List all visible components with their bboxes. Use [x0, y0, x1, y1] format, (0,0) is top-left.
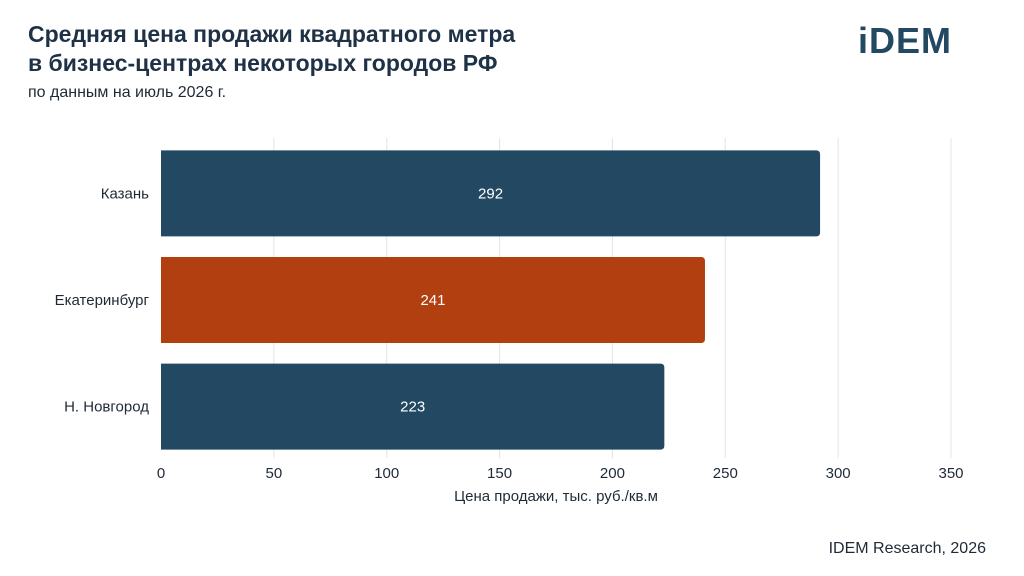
x-tick-label: 200 — [600, 465, 625, 482]
bar-value-label: 223 — [400, 399, 425, 416]
brand-logo: iDEM — [858, 20, 952, 61]
chart-subtitle: по данным на июль 2026 г. — [28, 84, 227, 101]
category-label: Н. Новгород — [64, 399, 149, 416]
chart-title-line-1: Средняя цена продажи квадратного метра — [28, 21, 516, 47]
x-tick-label: 100 — [374, 465, 399, 482]
x-tick-label: 250 — [713, 465, 738, 482]
x-tick-label: 350 — [938, 465, 963, 482]
x-tick-label: 50 — [266, 465, 283, 482]
chart-title: Средняя цена продажи квадратного метра в… — [28, 20, 515, 78]
bar-value-label: 292 — [478, 185, 503, 202]
bar — [161, 363, 665, 450]
x-tick-label: 300 — [826, 465, 851, 482]
bar-value-label: 241 — [420, 292, 445, 309]
category-label: Казань — [101, 185, 149, 202]
bar — [161, 257, 705, 343]
source-note: IDEM Research, 2026 — [828, 540, 986, 557]
category-label: Екатеринбург — [55, 292, 150, 309]
bar — [161, 150, 821, 237]
chart-title-line-2: в бизнес-центрах некоторых городов РФ — [28, 50, 498, 76]
x-axis-title: Цена продажи, тыс. руб./кв.м — [454, 488, 658, 505]
x-tick-label: 150 — [487, 465, 512, 482]
x-tick-label: 0 — [157, 465, 165, 482]
